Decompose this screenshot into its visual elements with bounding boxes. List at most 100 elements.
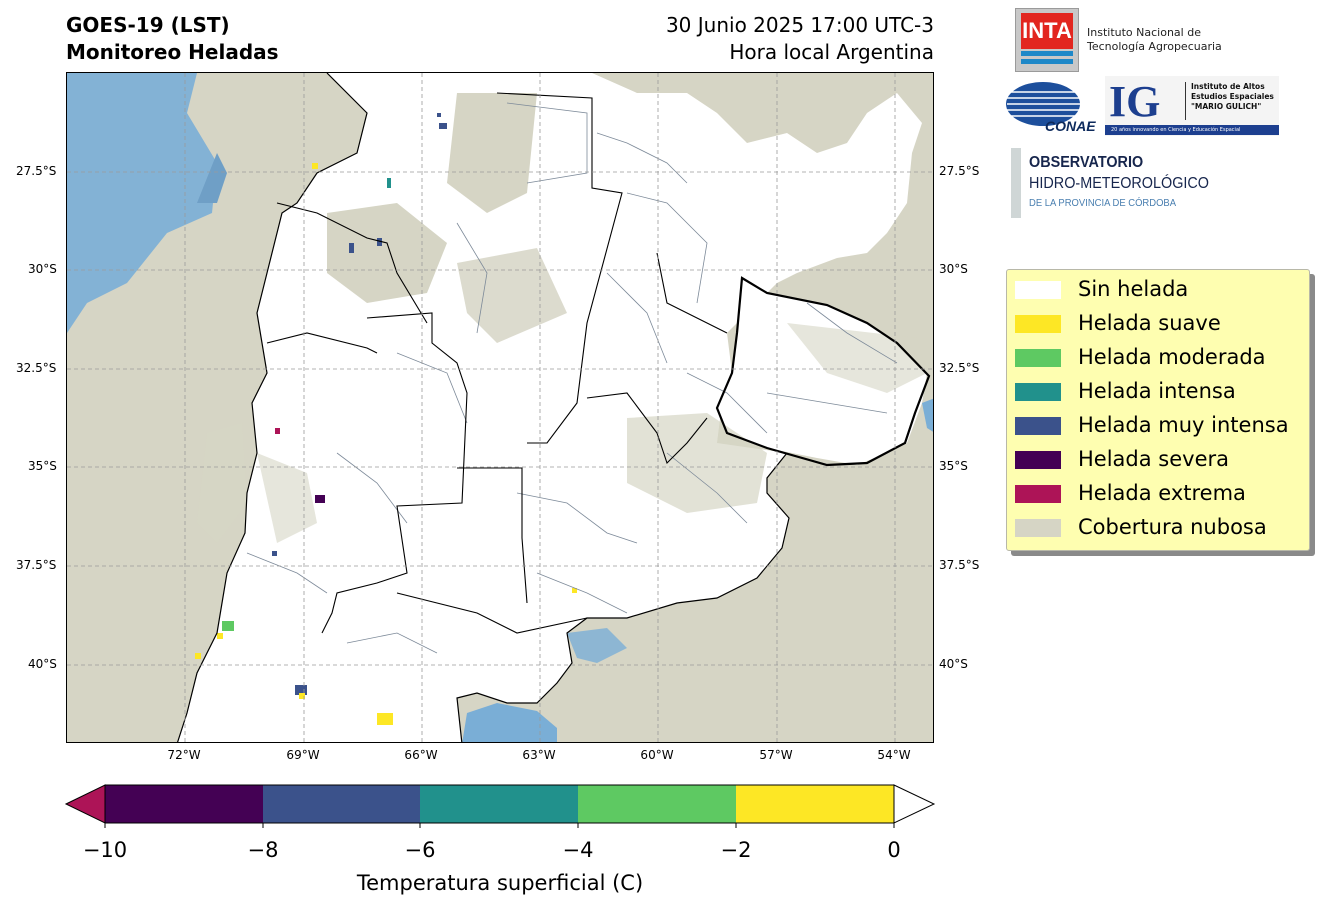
legend-label: Cobertura nubosa [1078, 515, 1267, 539]
uruguay-border [715, 276, 931, 467]
title-line-2: Monitoreo Heladas [66, 40, 279, 64]
map-title: GOES-19 (LST) Monitoreo Heladas [66, 12, 279, 66]
colorbar-under-arrow [64, 784, 106, 824]
frost-map [66, 72, 934, 743]
lat-label-37-5-right: 37.5°S [939, 558, 980, 572]
legend-label: Helada intensa [1078, 379, 1236, 403]
lon-label-63w: 63°W [522, 748, 556, 762]
lat-label-27-5-right: 27.5°S [939, 164, 980, 178]
lon-label-72w: 72°W [167, 748, 201, 762]
legend-label: Helada extrema [1078, 481, 1246, 505]
colorbar-bin-muy-intensa [263, 785, 420, 823]
colorbar-bin-intensa [420, 785, 578, 823]
colorbar-bin-suave [736, 785, 894, 823]
inta-name-line-2: Tecnología Agropecuaria [1087, 40, 1222, 53]
cloud-patch-cordoba [457, 248, 567, 343]
legend-item-cobertura-nubosa: Cobertura nubosa [1015, 514, 1305, 540]
legend-swatch [1015, 417, 1061, 435]
legend-swatch [1015, 485, 1061, 503]
cloud-patch-north [267, 93, 367, 163]
lat-label-27-5-left: 27.5°S [16, 164, 57, 178]
colorbar-bin-severa [105, 785, 263, 823]
colorbar-tick-minus-2: −2 [720, 838, 752, 862]
pacific-water-dark [197, 153, 227, 203]
lat-label-32-5-right: 32.5°S [939, 361, 980, 375]
colorbar-tick-minus-8: −8 [247, 838, 279, 862]
legend-item-helada-severa: Helada severa [1015, 446, 1305, 472]
frost-pixels [195, 113, 577, 725]
colorbar-frame [104, 784, 895, 824]
lat-label-35-left: 35°S [28, 459, 57, 473]
lat-label-30-right: 30°S [939, 262, 968, 276]
legend-label: Helada suave [1078, 311, 1221, 335]
ig-name: Instituto de Altos Estudios Espaciales "… [1191, 82, 1274, 112]
colorbar-tick-minus-4: −4 [562, 838, 594, 862]
legend-item-helada-moderada: Helada moderada [1015, 344, 1305, 370]
legend-swatch [1015, 281, 1061, 299]
cloud-patch-buenos-aires [627, 413, 767, 513]
map-legend: Sin helada Helada suave Helada moderada … [1006, 269, 1310, 551]
bay-water [567, 628, 627, 663]
legend-item-helada-intensa: Helada intensa [1015, 378, 1305, 404]
ig-name-line-2: Estudios Espaciales [1191, 92, 1274, 101]
cloud-patch-mendoza [257, 453, 317, 543]
legend-swatch [1015, 315, 1061, 333]
legend-swatch [1015, 451, 1061, 469]
lon-label-60w: 60°W [640, 748, 674, 762]
ig-name-line-3: "MARIO GULICH" [1191, 102, 1262, 111]
cloud-patch-cuyo [327, 203, 447, 303]
lat-label-32-5-left: 32.5°S [16, 361, 57, 375]
ig-tagline: 20 años innovando en Ciencia y Educación… [1105, 125, 1279, 135]
inta-mark: INTA [1021, 13, 1073, 49]
obs-line-1: OBSERVATORIO [1029, 154, 1144, 171]
pacific-water [67, 73, 217, 333]
legend-label: Helada moderada [1078, 345, 1266, 369]
legend-swatch [1015, 519, 1061, 537]
lat-label-37-5-left: 37.5°S [16, 558, 57, 572]
timezone-text: Hora local Argentina [729, 40, 934, 64]
legend-label: Helada muy intensa [1078, 413, 1289, 437]
observatorio-logo: OBSERVATORIO HIDRO-METEOROLÓGICO DE LA P… [1011, 148, 1251, 218]
inta-name-line-1: Instituto Nacional de [1087, 26, 1201, 39]
department-boundaries [246, 102, 898, 654]
river-plate-water [922, 398, 933, 432]
conae-globe-icon [1006, 82, 1080, 126]
conae-text: CONAE [1045, 118, 1096, 134]
colorbar-tick-minus-6: −6 [404, 838, 436, 862]
inta-logo: INTA [1015, 8, 1079, 72]
obs-line-3: DE LA PROVINCIA DE CÓRDOBA [1029, 197, 1177, 209]
colorbar-over-arrow [893, 784, 936, 824]
colorbar-label: Temperatura superficial (C) [356, 871, 644, 895]
temperature-colorbar [64, 784, 936, 828]
colorbar-tick-minus-10: −10 [82, 838, 128, 862]
legend-label: Helada severa [1078, 447, 1229, 471]
legend-item-helada-suave: Helada suave [1015, 310, 1305, 336]
inta-name: Instituto Nacional de Tecnología Agropec… [1087, 26, 1222, 54]
colorbar-tick-0: 0 [887, 838, 901, 862]
graticule [67, 73, 933, 742]
uruguay-land [717, 278, 927, 465]
ig-mark: IG [1109, 77, 1161, 126]
lat-label-40-right: 40°S [939, 657, 968, 671]
colorbar-bin-moderada [578, 785, 736, 823]
title-line-1: GOES-19 (LST) [66, 13, 230, 37]
legend-swatch [1015, 349, 1061, 367]
lon-label-54w: 54°W [877, 748, 911, 762]
ig-logo: IG Instituto de Altos Estudios Espaciale… [1105, 76, 1279, 136]
institution-logos: INTA Instituto Nacional de Tecnología Ag… [1003, 6, 1303, 221]
colorbar-ticks [104, 823, 895, 828]
lat-label-40-left: 40°S [28, 657, 57, 671]
lon-label-69w: 69°W [286, 748, 320, 762]
datetime-text: 30 Junio 2025 17:00 UTC-3 [665, 13, 934, 37]
legend-item-sin-helada: Sin helada [1015, 276, 1305, 302]
obs-line-2: HIDRO-METEOROLÓGICO [1029, 175, 1210, 192]
legend-item-helada-muy-intensa: Helada muy intensa [1015, 412, 1305, 438]
ig-name-line-1: Instituto de Altos [1191, 82, 1265, 91]
gulf-water [462, 703, 557, 742]
legend-item-helada-extrema: Helada extrema [1015, 480, 1305, 506]
map-timestamp: 30 Junio 2025 17:00 UTC-3 Hora local Arg… [666, 12, 934, 66]
legend-label: Sin helada [1078, 277, 1189, 301]
legend-swatch [1015, 383, 1061, 401]
lon-label-66w: 66°W [404, 748, 438, 762]
conae-logo: CONAE [1005, 80, 1096, 136]
